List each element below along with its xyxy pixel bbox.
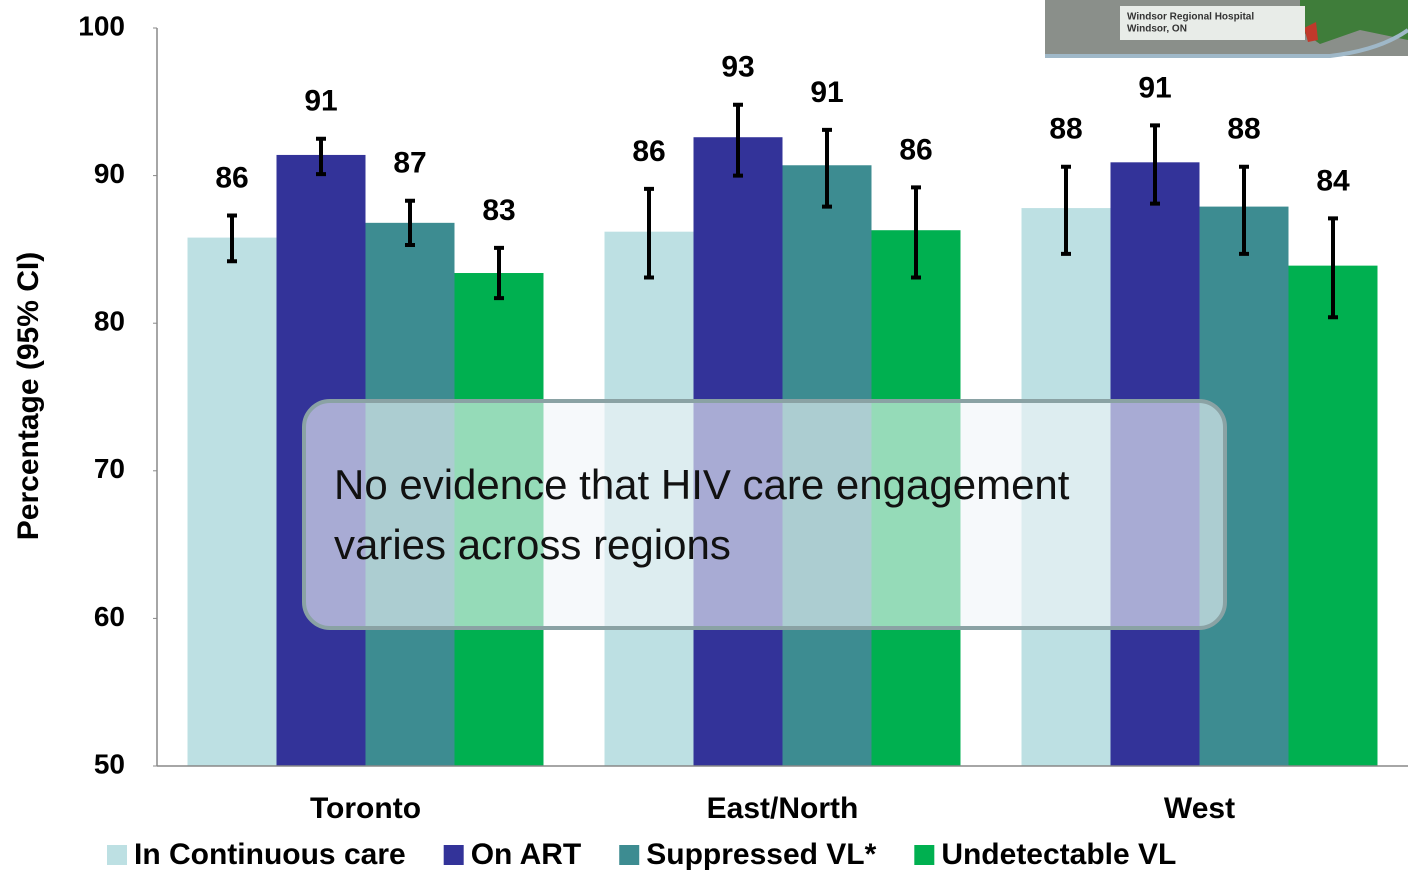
value-label: 86 — [899, 133, 932, 166]
value-label: 91 — [304, 85, 337, 118]
value-label: 86 — [215, 161, 248, 194]
value-label: 91 — [810, 76, 843, 109]
value-label: 91 — [1138, 71, 1171, 104]
annotation-text: varies across regions — [334, 521, 731, 568]
value-label: 86 — [632, 135, 665, 168]
y-axis-label: Percentage (95% CI) — [12, 252, 45, 540]
y-tick-label: 50 — [94, 748, 125, 779]
bar — [1289, 266, 1378, 766]
value-label: 83 — [482, 194, 515, 227]
legend-swatch — [914, 845, 934, 865]
legend-label: In Continuous care — [134, 838, 406, 871]
legend: In Continuous care On ART Suppressed VL* Un… — [107, 838, 1176, 871]
inset-text: Windsor, ON — [1127, 24, 1187, 35]
bar — [188, 238, 277, 766]
value-label: 84 — [1316, 164, 1350, 197]
value-label: 93 — [721, 51, 754, 84]
y-tick-label: 80 — [94, 306, 125, 337]
value-label: 88 — [1049, 113, 1082, 146]
y-tick-label: 100 — [78, 10, 125, 41]
page: Windsor Regional Hospital Windsor, ON Pe… — [0, 0, 1408, 874]
value-label: 88 — [1227, 113, 1260, 146]
chart: Windsor Regional Hospital Windsor, ON Pe… — [0, 0, 1408, 874]
y-tick-label: 70 — [94, 453, 125, 484]
inset-text: Windsor Regional Hospital — [1127, 12, 1254, 23]
legend-label: Undetectable VL — [941, 838, 1176, 871]
annotation-text: No evidence that HIV care engagement — [334, 461, 1070, 508]
legend-swatch — [444, 845, 464, 865]
x-tick-label: West — [1164, 792, 1235, 825]
y-tick-label: 60 — [94, 601, 125, 632]
legend-swatch — [619, 845, 639, 865]
legend-label: Suppressed VL* — [646, 838, 876, 871]
y-tick-label: 90 — [94, 158, 125, 189]
value-label: 87 — [393, 147, 426, 180]
legend-label: On ART — [471, 838, 582, 871]
x-tick-label: Toronto — [310, 792, 421, 825]
legend-swatch — [107, 845, 127, 865]
x-tick-label: East/North — [707, 792, 859, 825]
annotation-box — [304, 401, 1225, 628]
inset-map: Windsor Regional Hospital Windsor, ON — [1045, 0, 1408, 56]
